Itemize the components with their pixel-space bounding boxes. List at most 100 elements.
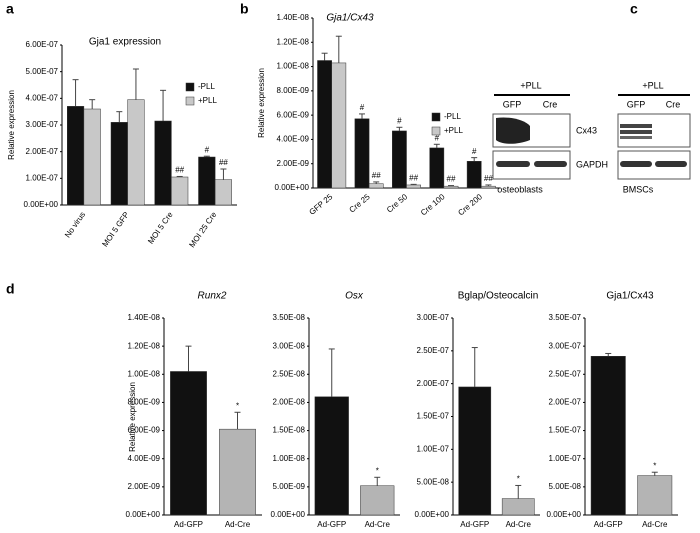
x-tick-label: Cre 25 [348, 192, 373, 215]
x-tick-label: Ad-Cre [506, 520, 532, 529]
legend-swatch [185, 82, 195, 92]
bar [481, 185, 496, 189]
band [496, 161, 530, 167]
y-tick-label: 4.00E-09 [277, 135, 310, 144]
y-tick-label: 2.00E-07 [26, 147, 59, 156]
y-tick-label: 1.00E-08 [273, 454, 306, 463]
significance-label: # [435, 133, 440, 142]
bar [406, 184, 421, 189]
y-tick-label: 3.50E-07 [549, 313, 582, 322]
bar [214, 179, 232, 206]
bar [429, 147, 445, 189]
y-tick-label: 2.00E-09 [128, 482, 161, 491]
y-tick-label: 0.00E+00 [547, 510, 582, 519]
x-tick-label: Ad-GFP [317, 520, 346, 529]
bar [170, 371, 207, 516]
bar [219, 428, 256, 516]
y-tick-label: 0.00E+00 [126, 510, 161, 519]
lane-label: GFP [503, 99, 522, 109]
y-tick-label: 5.00E-08 [417, 477, 450, 486]
significance-label: * [653, 461, 656, 470]
bar [637, 475, 673, 516]
y-tick-label: 2.00E-09 [277, 159, 310, 168]
y-tick-label: 2.50E-08 [273, 369, 306, 378]
significance-label: * [376, 466, 379, 475]
y-tick-label: 1.40E-08 [128, 313, 161, 322]
x-tick-label: Ad-GFP [460, 520, 489, 529]
chart-title: Osx [345, 291, 364, 302]
x-tick-label: Cre 100 [419, 192, 447, 218]
legend-label: -PLL [444, 112, 461, 121]
significance-label: # [360, 103, 365, 112]
protein-label: Cx43 [576, 125, 597, 135]
y-tick-label: 1.40E-08 [277, 13, 310, 22]
significance-label: * [236, 401, 239, 410]
significance-label: ## [175, 166, 184, 175]
y-tick-label: 5.00E-09 [273, 482, 306, 491]
chart-title: Gja1/Cx43 [326, 13, 374, 24]
y-axis-label: Relative expression [7, 90, 16, 160]
y-tick-label: 1.00E-08 [277, 62, 310, 71]
band [620, 136, 652, 139]
y-tick-label: 2.50E-07 [417, 346, 450, 355]
y-tick-label: 3.00E-07 [549, 341, 582, 350]
x-tick-label: Ad-GFP [594, 520, 623, 529]
y-tick-label: 3.00E-08 [273, 341, 306, 350]
y-tick-label: 3.50E-08 [273, 313, 306, 322]
y-axis-label: Relative expression [257, 68, 266, 138]
band [620, 130, 652, 134]
y-tick-label: 2.00E-07 [417, 379, 450, 388]
y-tick-label: 2.50E-07 [549, 369, 582, 378]
bar [354, 118, 370, 189]
band [655, 161, 687, 167]
y-tick-label: 1.50E-07 [549, 426, 582, 435]
x-tick-label: Ad-Cre [365, 520, 391, 529]
y-tick-label: 4.00E-07 [26, 93, 59, 102]
significance-label: ## [372, 171, 381, 180]
significance-label: ## [219, 158, 228, 167]
panel-label: c [630, 1, 638, 17]
x-tick-label: MOI 25 Cre [187, 210, 218, 249]
chart-title: Bglap/Osteocalcin [458, 291, 539, 302]
legend-label: +PLL [198, 96, 217, 105]
y-tick-label: 1.00E-07 [549, 454, 582, 463]
x-tick-label: Ad-Cre [642, 520, 668, 529]
bar [501, 498, 535, 516]
y-tick-label: 1.00E-07 [26, 173, 59, 182]
bar [443, 185, 459, 189]
cell-type-label: BMSCs [623, 184, 654, 194]
significance-label: ## [409, 173, 418, 182]
legend-swatch [431, 126, 441, 136]
panel-label: b [240, 1, 249, 17]
x-tick-label: Ad-GFP [174, 520, 203, 529]
y-tick-label: 1.20E-08 [277, 37, 310, 46]
bar [171, 176, 189, 206]
chart-title: Runx2 [198, 291, 227, 302]
bar [590, 356, 626, 516]
bar [314, 396, 349, 516]
bar [154, 120, 172, 206]
y-axis-label: Relative expression [128, 382, 137, 452]
bar [198, 156, 216, 206]
bar [466, 161, 482, 189]
x-tick-label: No virus [63, 210, 87, 239]
x-tick-label: MOI 5 GFP [100, 210, 131, 248]
y-tick-label: 1.00E-08 [128, 369, 161, 378]
y-tick-label: 1.00E-07 [417, 444, 450, 453]
y-tick-label: 3.00E-07 [417, 313, 450, 322]
treatment-label: +PLL [520, 80, 541, 90]
band [620, 124, 652, 128]
y-tick-label: 4.00E-09 [128, 454, 161, 463]
y-tick-label: 0.00E+00 [415, 510, 450, 519]
y-tick-label: 2.00E-07 [549, 398, 582, 407]
legend-swatch [431, 112, 441, 122]
significance-label: * [517, 475, 520, 484]
legend-swatch [185, 96, 195, 106]
chart-title: Gja1 expression [89, 37, 161, 48]
legend-label: -PLL [198, 82, 215, 91]
significance-label: ## [484, 174, 493, 183]
treatment-label: +PLL [642, 80, 663, 90]
bar [67, 106, 85, 206]
y-tick-label: 8.00E-09 [128, 398, 161, 407]
